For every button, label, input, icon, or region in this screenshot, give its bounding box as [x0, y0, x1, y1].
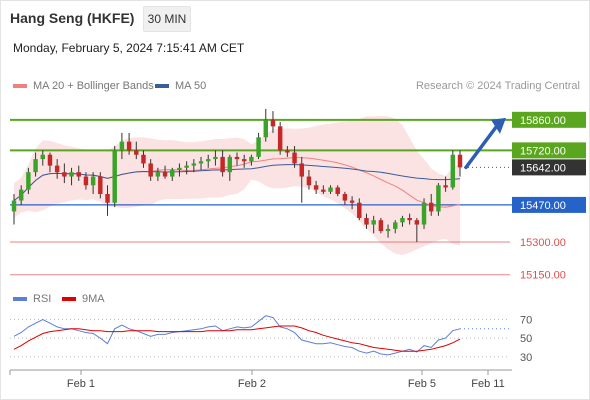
- candle-body: [256, 137, 261, 157]
- rsi-tick-label: 30: [520, 352, 532, 364]
- candle-body: [126, 141, 132, 151]
- candle-body: [90, 176, 96, 186]
- candle-body: [357, 202, 362, 218]
- candle-body: [98, 176, 103, 194]
- forecast-arrow-shaft: [464, 124, 499, 170]
- candle-body: [393, 222, 398, 229]
- candle-body: [11, 200, 17, 212]
- time-tick-label: Feb 11: [471, 378, 504, 390]
- candle-body: [321, 189, 326, 192]
- candle-body: [148, 163, 153, 177]
- level-support-5-label: 15150.00: [520, 270, 566, 282]
- ma9-legend-label: 9MA: [82, 293, 105, 305]
- candle-body: [69, 172, 74, 177]
- header: Hang Seng (HKFE) 30 MIN: [0, 0, 590, 36]
- candle-body: [220, 156, 225, 173]
- level-pivot-3-label: 15470.00: [520, 200, 566, 212]
- candle-body: [443, 185, 448, 188]
- candle-body: [450, 154, 456, 188]
- candle-body: [76, 172, 81, 177]
- time-tick-label: Feb 2: [238, 378, 266, 390]
- candle-body: [421, 202, 427, 225]
- candle-body: [335, 187, 340, 194]
- forecast-arrow-head: [491, 117, 506, 134]
- ma50-legend-label: MA 50: [175, 80, 207, 92]
- level-resistance-1-box: [512, 142, 586, 159]
- level-support-4-label: 15300.00: [520, 237, 566, 249]
- candle-body: [47, 154, 53, 166]
- candle-body: [457, 154, 463, 168]
- candle-body: [213, 156, 218, 160]
- candle-body: [364, 218, 369, 225]
- candle-body: [414, 220, 420, 225]
- candle-body: [349, 200, 355, 203]
- instrument-title: Hang Seng (HKFE): [10, 10, 135, 26]
- ma20-legend-swatch: [13, 84, 27, 88]
- candle-body: [105, 194, 110, 203]
- candle-body: [134, 150, 139, 155]
- candle-body: [378, 220, 384, 232]
- date-text: Monday, February 5, 2024 7:15:41 AM CET: [13, 41, 245, 55]
- ma50-legend-swatch: [155, 84, 169, 88]
- candle-body: [234, 156, 240, 160]
- rsi-series-9ma: [13, 325, 461, 352]
- candle-body: [342, 194, 348, 201]
- candle-body: [177, 167, 182, 170]
- level-resistance-1-label: 15720.00: [520, 145, 566, 157]
- rsi-legend-label: RSI: [33, 293, 52, 305]
- candle-body: [263, 119, 269, 138]
- candle-body: [306, 176, 312, 186]
- candle-body: [112, 150, 117, 203]
- level-resistance-0-label: 15860.00: [520, 115, 566, 127]
- research-credit: Research © 2024 Trading Central: [415, 80, 580, 92]
- candle-body: [227, 156, 233, 173]
- level-last-2-box: [512, 159, 586, 176]
- rsi-legend-swatch: [13, 297, 27, 301]
- time-tick-label: Feb 5: [408, 378, 436, 390]
- level-last-2-label: 15642.00: [520, 162, 566, 174]
- level-pivot-3-box: [512, 196, 586, 213]
- level-resistance-0-box: [512, 111, 586, 128]
- rsi-series-rsi: [13, 315, 461, 356]
- candle-body: [407, 218, 412, 221]
- rsi-tick-label: 50: [520, 333, 532, 345]
- candle-body: [292, 152, 297, 164]
- candle-body: [249, 156, 254, 162]
- candle-body: [155, 172, 161, 177]
- candle-body: [184, 165, 189, 168]
- time-tick-label: Feb 1: [67, 378, 95, 390]
- candle-body: [270, 119, 276, 127]
- candle-body: [428, 202, 434, 212]
- candle-body: [83, 176, 89, 186]
- candle-body: [241, 159, 247, 162]
- candle-body: [328, 187, 333, 192]
- candle-body: [33, 159, 38, 173]
- candle-body: [62, 172, 67, 177]
- candle-body: [400, 218, 405, 223]
- ma9-legend-swatch: [62, 297, 76, 301]
- candle-body: [313, 185, 319, 190]
- candle-body: [385, 228, 391, 232]
- candle-body: [205, 159, 211, 162]
- candle-body: [436, 185, 441, 212]
- candle-body: [119, 141, 125, 151]
- candle-body: [299, 163, 304, 177]
- candle-body: [141, 154, 146, 164]
- candle-body: [170, 170, 175, 177]
- candle-body: [371, 220, 376, 225]
- candle-body: [198, 161, 204, 164]
- candle-body: [277, 126, 283, 151]
- candle-body: [54, 165, 60, 173]
- candle-body: [162, 172, 168, 177]
- candle-body: [26, 172, 31, 190]
- rsi-tick-label: 70: [520, 314, 532, 326]
- candle-body: [40, 154, 46, 160]
- candle-body: [18, 189, 24, 201]
- ma20-legend-label: MA 20 + Bollinger Bands: [33, 80, 154, 92]
- candle-body: [285, 150, 290, 153]
- ma50-line: [13, 164, 461, 201]
- candle-body: [191, 163, 197, 166]
- timeframe-button[interactable]: 30 MIN: [143, 6, 191, 32]
